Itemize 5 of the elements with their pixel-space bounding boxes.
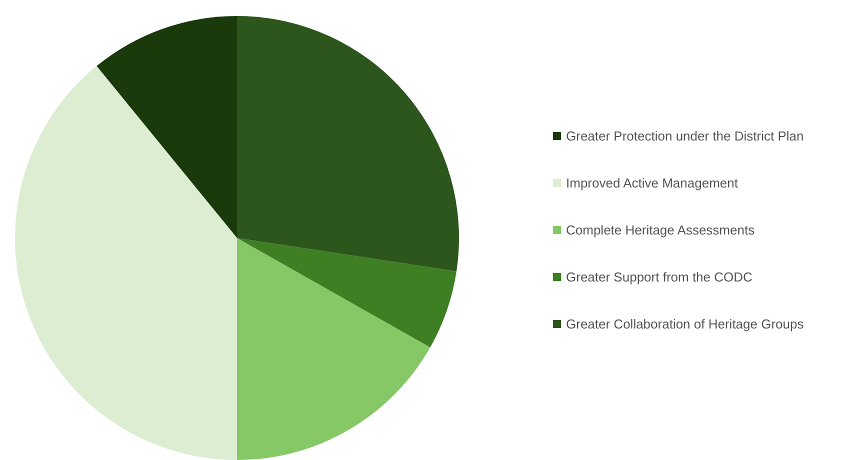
- legend-label: Greater Collaboration of Heritage Groups: [566, 316, 804, 332]
- legend-label: Greater Protection under the District Plan: [566, 128, 804, 144]
- legend-label: Complete Heritage Assessments: [566, 222, 756, 238]
- legend-label: Greater Support from the CODC: [566, 270, 752, 284]
- legend-label: Improved Active Management: [566, 176, 738, 190]
